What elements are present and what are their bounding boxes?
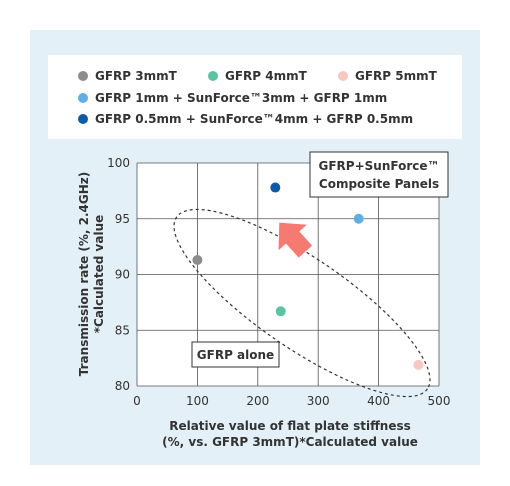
gfrp-alone-annotation: GFRP alone — [197, 348, 274, 362]
x-tick-labels: 0 100 200 300 400 500 — [133, 394, 450, 408]
legend-label: GFRP 1mm + SunForce™3mm + GFRP 1mm — [95, 91, 388, 105]
x-tick-label-400: 400 — [367, 394, 390, 408]
y-tick-label-80: 80 — [115, 379, 130, 393]
legend-item-sunforce-4mm: GFRP 0.5mm + SunForce™4mm + GFRP 0.5mm — [78, 112, 413, 126]
x-tick-label-100: 100 — [186, 394, 209, 408]
composite-annotation-box — [309, 151, 449, 198]
legend-item-gfrp-4mmt: GFRP 4mmT — [208, 69, 307, 83]
legend-item-gfrp-5mmt: GFRP 5mmT — [338, 69, 437, 83]
y-axis-label-line2: *Calculated value — [92, 215, 106, 334]
legend-marker-gfrp-5mmt — [338, 71, 348, 81]
y-axis-label-line1: Transmission rate (%, 2.4GHz) — [77, 172, 91, 376]
legend-label: GFRP 0.5mm + SunForce™4mm + GFRP 0.5mm — [95, 112, 414, 126]
legend-item-sunforce-3mm: GFRP 1mm + SunForce™3mm + GFRP 1mm — [78, 91, 387, 105]
x-tick-label-300: 300 — [307, 394, 330, 408]
data-points — [192, 182, 424, 370]
legend-marker-gfrp-4mmt — [208, 71, 218, 81]
composite-annotation-line1: GFRP+SunForce™ — [319, 159, 440, 173]
x-tick-label-200: 200 — [246, 394, 269, 408]
legend-label: GFRP 5mmT — [355, 69, 437, 83]
legend: GFRP 3mmT GFRP 4mmT GFRP 5mmT GFRP 1mm +… — [48, 55, 462, 139]
y-tick-label-100: 100 — [107, 156, 130, 170]
x-axis-label-line2: (%, vs. GFRP 3mmT)*Calculated value — [162, 435, 418, 449]
data-point-series-1 — [275, 306, 286, 317]
x-tick-label-500: 500 — [428, 394, 451, 408]
data-point-series-2 — [413, 359, 424, 370]
x-axis-label-line1: Relative value of flat plate stiffness — [169, 419, 411, 433]
y-tick-label-90: 90 — [115, 268, 130, 282]
legend-marker-gfrp-3mmt — [78, 71, 88, 81]
legend-label: GFRP 4mmT — [225, 69, 307, 83]
legend-item-gfrp-3mmt: GFRP 3mmT — [78, 69, 177, 83]
gfrp-alone-ellipse — [173, 208, 431, 398]
y-tick-label-95: 95 — [115, 212, 130, 226]
legend-marker-sunforce-3mm — [78, 93, 88, 103]
y-tick-label-85: 85 — [115, 323, 130, 337]
legend-label: GFRP 3mmT — [95, 69, 177, 83]
improvement-arrow-icon — [278, 222, 313, 258]
data-point-series-3 — [353, 213, 364, 224]
data-point-series-0 — [192, 255, 203, 266]
gfrp-alone-annotation-box — [191, 341, 280, 368]
data-point-series-4 — [270, 182, 281, 193]
y-tick-labels: 80 85 90 95 100 — [107, 156, 130, 393]
x-tick-label-0: 0 — [133, 394, 141, 408]
legend-marker-sunforce-4mm — [78, 114, 88, 124]
composite-annotation-line2: Composite Panels — [319, 177, 439, 191]
